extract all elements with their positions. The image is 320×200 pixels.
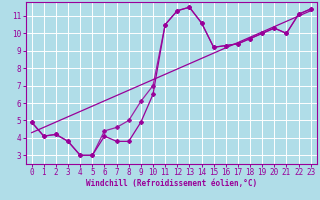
X-axis label: Windchill (Refroidissement éolien,°C): Windchill (Refroidissement éolien,°C) — [86, 179, 257, 188]
